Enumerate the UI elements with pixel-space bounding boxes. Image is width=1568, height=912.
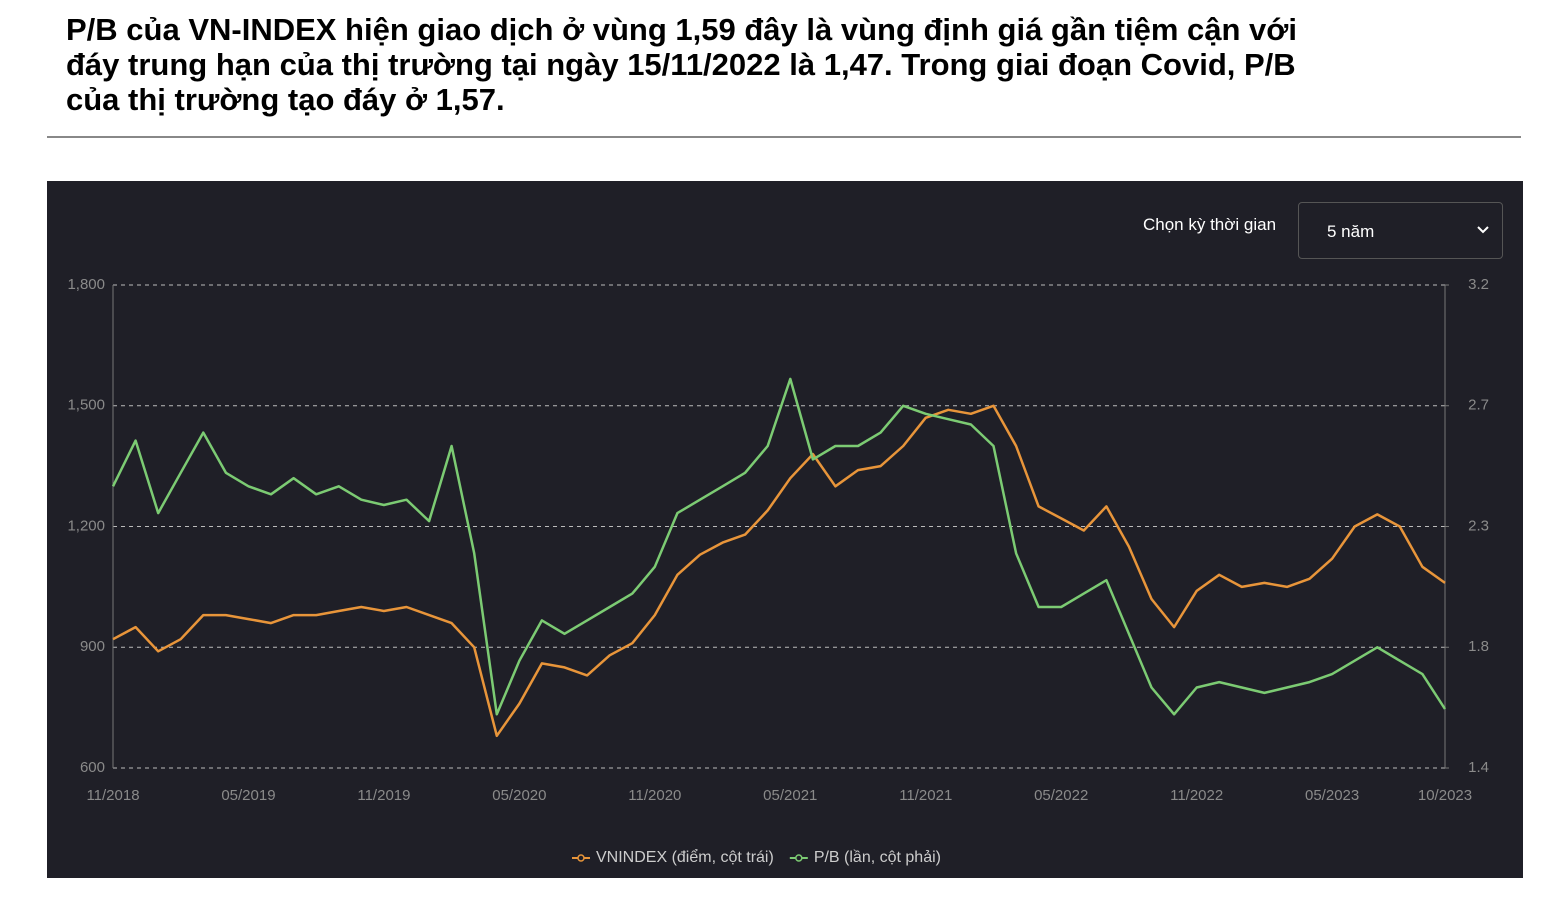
- legend-label: VNINDEX (điểm, cột trái): [596, 848, 774, 866]
- x-tick-label: 11/2020: [628, 787, 681, 804]
- heading-line: P/B của VN-INDEX hiện giao dịch ở vùng 1…: [66, 12, 1297, 47]
- dropdown-icon: [1477, 226, 1489, 234]
- heading-line: đáy trung hạn của thị trường tại ngày 15…: [66, 47, 1296, 82]
- legend-marker: [795, 854, 803, 862]
- y2-tick-label: 2.7: [1468, 397, 1489, 414]
- series-line: [111, 377, 1447, 716]
- legend-marker: [577, 854, 585, 862]
- y-tick-label: 1,500: [67, 397, 105, 414]
- x-tick-label: 11/2021: [899, 787, 952, 804]
- x-tick-label: 05/2022: [1034, 787, 1088, 804]
- y2-tick-label: 1.4: [1468, 759, 1489, 776]
- chart-panel: Chọn kỳ thời gian 5 năm 600 900 1,200 1,500…: [47, 181, 1523, 878]
- x-tick-label: 05/2020: [492, 787, 546, 804]
- y-tick-label: 1,800: [67, 276, 105, 293]
- series-line: [112, 404, 1446, 738]
- period-label: Chọn kỳ thời gian: [1143, 215, 1277, 234]
- x-tick-label: 10/2023: [1418, 787, 1472, 804]
- chart: 600 900 1,200 1,500 1,800 1.4 1.8 2.3 2.7 3.2 11/2…: [67, 276, 1489, 866]
- y-tick-label: 600: [80, 759, 105, 776]
- x-tick-label: 05/2021: [763, 787, 817, 804]
- y-tick-label: 1,200: [67, 517, 105, 534]
- heading-line: của thị trường tạo đáy ở 1,57.: [66, 82, 505, 117]
- x-tick-label: 05/2019: [221, 787, 275, 804]
- legend-label: P/B (lần, cột phải): [814, 849, 941, 866]
- y-tick-label: 900: [80, 638, 105, 655]
- x-tick-label: 11/2022: [1170, 787, 1223, 804]
- heading: P/B của VN-INDEX hiện giao dịch ở vùng 1…: [66, 12, 1526, 117]
- x-tick-label: 11/2018: [86, 787, 139, 804]
- y2-tick-label: 1.8: [1468, 638, 1489, 655]
- period-select[interactable]: 5 năm: [1298, 202, 1503, 259]
- x-tick-label: 05/2023: [1305, 787, 1359, 804]
- divider: [47, 136, 1521, 138]
- y2-tick-label: 3.2: [1468, 276, 1489, 293]
- y2-tick-label: 2.3: [1468, 517, 1489, 534]
- x-tick-label: 11/2019: [357, 787, 410, 804]
- period-value[interactable]: 5 năm: [1327, 222, 1375, 241]
